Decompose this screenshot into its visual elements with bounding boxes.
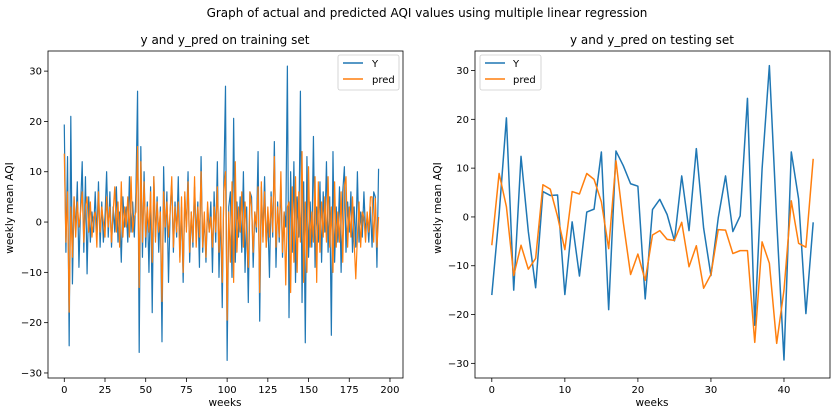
testing-y-tick-label: −10 (448, 261, 469, 272)
training-y-tick-label: 0 (36, 218, 42, 229)
figure-suptitle: Graph of actual and predicted AQI values… (207, 6, 648, 20)
training-chart-ylabel: weekly mean AQI (4, 162, 16, 254)
testing-y-tick-label: −20 (448, 310, 469, 321)
testing-chart: y and y_pred on testing set weeks weekly… (432, 33, 831, 409)
training-legend-pred-label: pred (372, 75, 395, 86)
training-y-tick-label: 30 (29, 67, 42, 78)
training-x-tick-label: 75 (180, 385, 193, 396)
testing-chart-xlabel: weeks (635, 397, 668, 409)
testing-series-pred-line (491, 158, 814, 345)
training-chart-legend: Y pred (337, 54, 400, 91)
training-chart-frame (47, 50, 404, 379)
training-chart: y and y_pred on training set weeks weekl… (4, 33, 404, 409)
testing-x-tick-label: 40 (778, 385, 791, 396)
training-x-tick-label: 175 (340, 385, 359, 396)
training-y-tick-label: −30 (21, 368, 42, 379)
testing-y-tick-label: 0 (463, 212, 469, 223)
testing-chart-title: y and y_pred on testing set (570, 33, 734, 47)
testing-chart-ylabel: weekly mean AQI (432, 162, 444, 254)
training-x-tick-label: 0 (61, 385, 67, 396)
training-chart-xlabel: weeks (208, 397, 241, 409)
testing-x-tick-label: 0 (489, 385, 495, 396)
training-chart-title: y and y_pred on training set (141, 33, 310, 47)
training-y-tick-label: −20 (21, 318, 42, 329)
training-x-tick-label: 50 (139, 385, 152, 396)
testing-y-tick-label: 30 (456, 66, 469, 77)
training-y-tick-label: 20 (29, 117, 42, 128)
testing-x-tick-label: 20 (632, 385, 645, 396)
training-x-tick-label: 125 (258, 385, 277, 396)
training-y-tick-label: 10 (29, 167, 42, 178)
testing-chart-legend: Y pred (479, 54, 542, 91)
testing-y-tick-label: 10 (456, 164, 469, 175)
training-series-pred-line (63, 145, 380, 321)
training-legend-y-label: Y (371, 59, 379, 70)
testing-x-tick-label: 30 (705, 385, 718, 396)
testing-chart-frame (474, 50, 831, 379)
training-x-tick-label: 100 (218, 385, 237, 396)
testing-y-tick-label: 20 (456, 115, 469, 126)
testing-x-tick-label: 10 (558, 385, 571, 396)
training-x-tick-label: 200 (380, 385, 399, 396)
training-x-tick-label: 150 (299, 385, 318, 396)
testing-series-y-line (491, 64, 814, 361)
testing-legend-y-label: Y (512, 59, 520, 70)
testing-legend-pred-label: pred (513, 75, 536, 86)
training-y-tick-label: −10 (21, 268, 42, 279)
testing-y-tick-label: −30 (448, 359, 469, 370)
training-x-tick-label: 25 (99, 385, 112, 396)
